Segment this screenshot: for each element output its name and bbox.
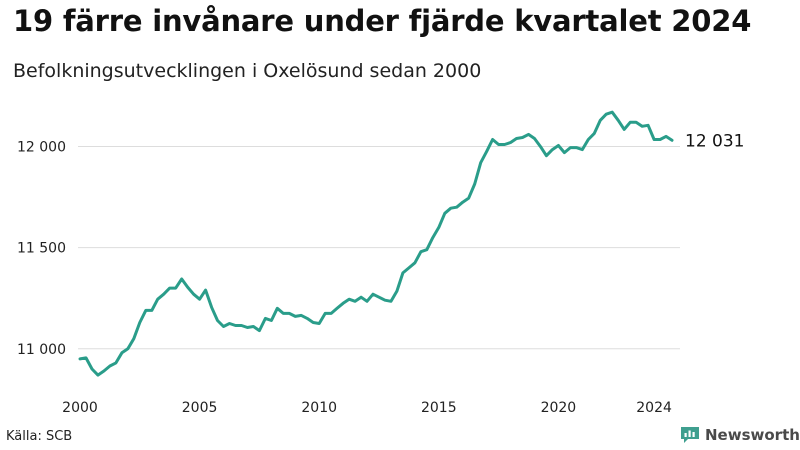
x-tick-label: 2010 bbox=[301, 400, 337, 416]
x-tick-label: 2015 bbox=[421, 400, 457, 416]
chart-subtitle: Befolkningsutvecklingen i Oxelösund seda… bbox=[13, 60, 482, 82]
source-note: Källa: SCB bbox=[6, 429, 73, 444]
y-tick-label: 11 500 bbox=[17, 241, 66, 257]
end-value-label: 12 031 bbox=[685, 131, 744, 151]
y-tick-label: 11 000 bbox=[17, 342, 66, 358]
chart-title: 19 färre invånare under fjärde kvartalet… bbox=[13, 4, 752, 38]
x-tick-label: 2020 bbox=[541, 400, 577, 416]
newsworthy-chart-icon bbox=[681, 427, 699, 443]
brand-logo: Newsworthy bbox=[680, 426, 800, 444]
x-tick-label: 2024 bbox=[636, 400, 672, 416]
y-tick-label: 12 000 bbox=[17, 140, 66, 156]
x-tick-label: 2000 bbox=[62, 400, 98, 416]
x-tick-label: 2005 bbox=[182, 400, 218, 416]
series-line bbox=[78, 110, 674, 377]
brand-name: Newsworthy bbox=[705, 426, 800, 444]
